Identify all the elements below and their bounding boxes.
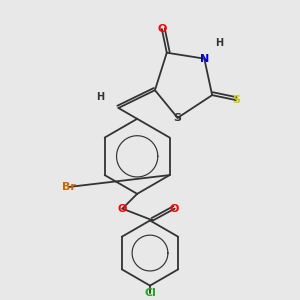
Text: O: O	[118, 204, 127, 214]
Text: H: H	[97, 92, 105, 102]
Text: S: S	[232, 95, 240, 105]
Text: H: H	[215, 38, 223, 48]
Text: Cl: Cl	[144, 287, 156, 298]
Text: S: S	[174, 113, 182, 123]
Text: O: O	[170, 204, 179, 214]
Text: O: O	[157, 24, 167, 34]
Text: Br: Br	[62, 182, 76, 192]
Text: N: N	[200, 54, 209, 64]
